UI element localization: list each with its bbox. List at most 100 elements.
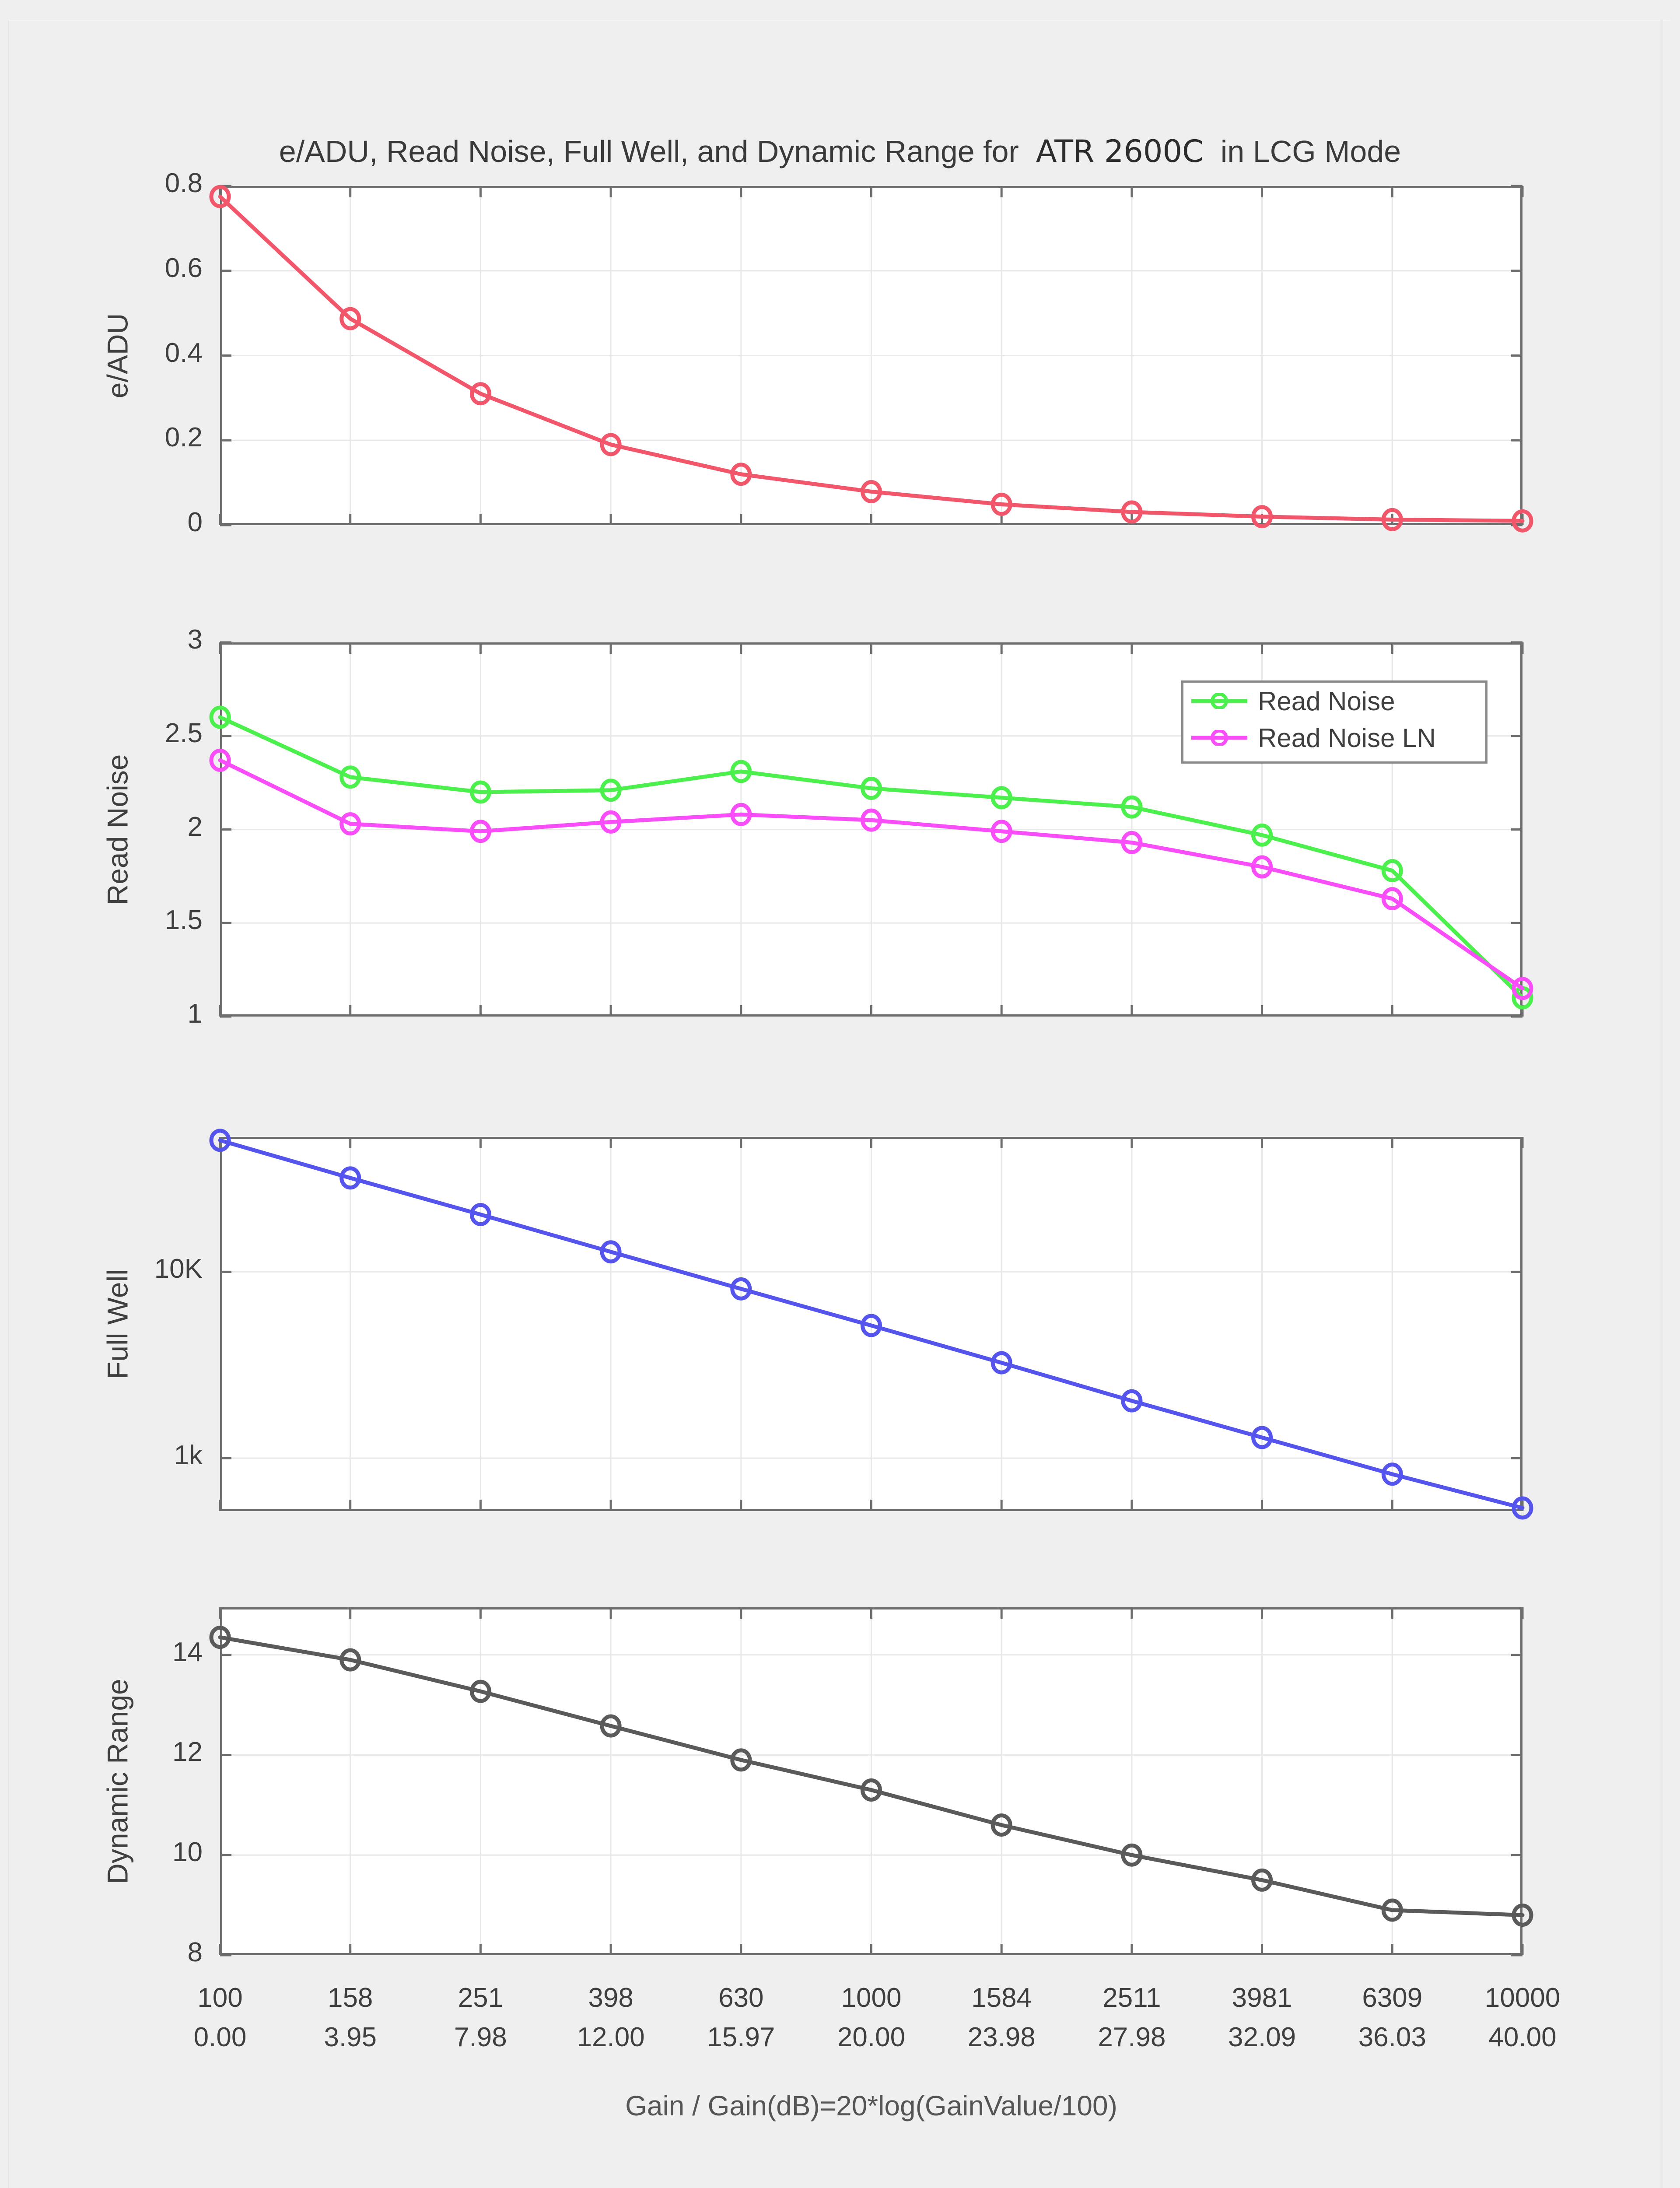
series-line-1 — [218, 1635, 1525, 1917]
legend-label-read-noise: Read Noise — [1258, 686, 1395, 716]
data-point-marker — [1381, 1462, 1403, 1486]
data-point-marker — [600, 778, 622, 802]
figure-title: e/ADU, Read Noise, Full Well, and Dynami… — [0, 133, 1680, 169]
y-tick-label: 3 — [187, 624, 203, 655]
data-point-marker — [861, 1778, 882, 1802]
y-tick-label: 0.2 — [164, 422, 203, 453]
x-tick-label-gain: 10000 — [1484, 1983, 1561, 2013]
data-point-marker — [469, 1680, 491, 1703]
legend-line-marker-read-noise — [1191, 693, 1247, 709]
data-point-marker — [469, 382, 491, 406]
y-tick-label: 0 — [187, 507, 203, 537]
y-tick-label: 0.6 — [164, 252, 203, 283]
data-point-marker — [209, 1626, 231, 1649]
data-point-marker — [1121, 1389, 1143, 1413]
figure-title-suffix: in LCG Mode — [1203, 134, 1401, 168]
data-point-marker — [1121, 1843, 1143, 1867]
panel-border-right — [1660, 20, 1663, 2188]
data-point-marker — [990, 1813, 1012, 1837]
plot-area-eadu — [209, 185, 1533, 533]
data-point-marker — [340, 765, 361, 789]
legend-label-read-noise-ln: Read Noise LN — [1258, 723, 1436, 753]
series-line-1 — [218, 715, 1525, 1000]
x-tick-label-gain: 3981 — [1232, 1983, 1292, 2013]
legend-read-noise[interactable]: Read Noise Read Noise LN — [1181, 680, 1488, 764]
y-tick-label: 1 — [187, 999, 203, 1029]
subplot-eadu — [209, 185, 1533, 533]
data-point-marker — [1251, 823, 1273, 847]
data-point-marker — [861, 808, 882, 832]
x-tick-label-db: 7.98 — [454, 2022, 507, 2052]
data-point-marker — [1121, 500, 1143, 524]
x-tick-label-gain: 158 — [327, 1983, 373, 2013]
y-tick-label: 14 — [172, 1637, 203, 1667]
series-line-1 — [218, 194, 1525, 523]
data-point-marker — [209, 1129, 231, 1152]
data-point-marker — [469, 780, 491, 804]
x-tick-label-db: 0.00 — [193, 2022, 247, 2052]
data-point-marker — [730, 1748, 752, 1772]
data-point-marker — [990, 820, 1012, 843]
data-point-marker — [340, 1166, 361, 1190]
data-point-marker — [600, 1714, 622, 1738]
data-point-marker — [1251, 1426, 1273, 1449]
data-point-marker — [1512, 509, 1533, 533]
y-tick-label: 1.5 — [164, 905, 203, 936]
data-point-marker — [861, 776, 882, 800]
data-point-marker — [209, 185, 231, 208]
y-tick-label: 10 — [172, 1837, 203, 1868]
data-point-marker — [1121, 831, 1143, 854]
x-tick-label-gain: 2511 — [1102, 1983, 1161, 2013]
data-point-marker — [1251, 855, 1273, 879]
x-axis-label: Gain / Gain(dB)=20*log(GainValue/100) — [625, 2090, 1117, 2121]
y-tick-label: 10K — [154, 1254, 203, 1284]
data-point-marker — [861, 1314, 882, 1337]
y-tick-label: 1k — [174, 1440, 203, 1471]
plot-area-full-well — [209, 1129, 1533, 1520]
data-point-marker — [600, 433, 622, 456]
data-point-marker — [1381, 1898, 1403, 1922]
legend-item-read-noise[interactable]: Read Noise — [1183, 683, 1485, 719]
data-point-marker — [1512, 1496, 1533, 1520]
x-tick-label-db: 40.00 — [1488, 2022, 1557, 2052]
x-tick-label-db: 3.95 — [324, 2022, 377, 2052]
data-point-marker — [469, 1203, 491, 1226]
data-point-marker — [730, 1277, 752, 1301]
plot-area-read-noise — [209, 641, 1533, 1018]
data-point-marker — [1121, 795, 1143, 819]
x-tick-label-gain: 630 — [718, 1983, 764, 2013]
y-tick-label: 0.4 — [164, 337, 203, 368]
data-point-marker — [600, 810, 622, 834]
data-point-marker — [861, 480, 882, 503]
y-tick-label: 12 — [172, 1737, 203, 1767]
x-tick-label-db: 32.09 — [1228, 2022, 1296, 2052]
x-tick-label-gain: 6309 — [1362, 1983, 1423, 2013]
data-point-marker — [209, 705, 231, 729]
data-point-marker — [730, 463, 752, 486]
data-point-marker — [340, 307, 361, 330]
data-point-marker — [340, 812, 361, 836]
x-tick-label-gain: 251 — [458, 1983, 504, 2013]
x-tick-label-db: 23.98 — [967, 2022, 1036, 2052]
y-tick-label: 0.8 — [164, 168, 203, 198]
subplot-dynamic-range — [209, 1607, 1533, 1957]
data-point-marker — [600, 1240, 622, 1264]
x-tick-label-db: 15.97 — [707, 2022, 775, 2052]
data-point-marker — [1251, 1868, 1273, 1892]
x-tick-label-db: 36.03 — [1358, 2022, 1426, 2052]
y-tick-label: 8 — [187, 1937, 203, 1967]
x-tick-label-db: 20.00 — [837, 2022, 906, 2052]
legend-item-read-noise-ln[interactable]: Read Noise LN — [1183, 719, 1485, 756]
x-tick-label-db: 27.98 — [1098, 2022, 1166, 2052]
x-tick-label-db: 12.00 — [577, 2022, 645, 2052]
figure-title-prefix: e/ADU, Read Noise, Full Well, and Dynami… — [279, 134, 1036, 168]
y-tick-label: 2 — [187, 811, 203, 842]
data-point-marker — [1381, 508, 1403, 531]
x-tick-label-gain: 398 — [588, 1983, 634, 2013]
data-point-marker — [209, 748, 231, 772]
data-point-marker — [1381, 859, 1403, 883]
legend-line-marker-read-noise-ln — [1191, 730, 1247, 746]
data-point-marker — [1512, 977, 1533, 1000]
x-tick-label-gain: 1000 — [841, 1983, 902, 2013]
